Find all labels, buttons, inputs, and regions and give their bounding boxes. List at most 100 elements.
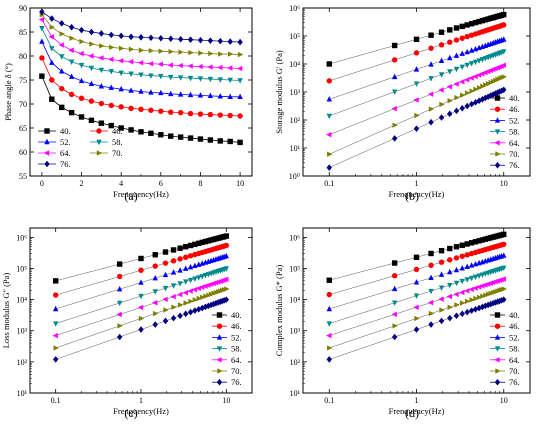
data-point xyxy=(59,104,65,111)
data-point xyxy=(236,65,243,72)
y-tick-label: 90 xyxy=(19,4,27,13)
series-64 xyxy=(326,276,506,339)
data-point xyxy=(453,266,460,273)
y-axis-title: Loss modulus G" (Pa) xyxy=(1,273,11,349)
data-point xyxy=(148,73,154,79)
legend-marker xyxy=(494,106,501,112)
data-point xyxy=(182,289,188,296)
data-point xyxy=(227,38,233,45)
data-point xyxy=(177,35,184,43)
data-point xyxy=(170,283,177,289)
legend-marker xyxy=(494,334,501,340)
y-axis-title: Phase angle δ (°) xyxy=(3,63,13,121)
data-point xyxy=(480,293,486,299)
data-point xyxy=(138,326,144,333)
data-point xyxy=(108,84,114,90)
data-point xyxy=(167,62,173,68)
data-point xyxy=(464,277,470,283)
data-point xyxy=(464,102,470,110)
data-point xyxy=(326,277,332,283)
data-point xyxy=(476,273,482,279)
data-point xyxy=(446,84,452,90)
y-tick-label: 70 xyxy=(19,100,27,109)
data-point xyxy=(326,113,332,120)
data-point xyxy=(217,93,223,99)
data-point xyxy=(476,58,482,64)
series-70 xyxy=(327,74,507,157)
data-point xyxy=(98,55,104,61)
data-point xyxy=(117,323,123,329)
legend-label: 52. xyxy=(509,115,520,125)
y-tick-label: 10³ xyxy=(290,327,301,336)
data-point xyxy=(99,43,105,49)
legend-item-46: 46. xyxy=(90,126,123,136)
data-point xyxy=(78,50,84,57)
legend-item-64: 64. xyxy=(490,138,520,148)
data-point xyxy=(197,111,204,117)
legend-label: 76. xyxy=(509,377,520,387)
data-point xyxy=(157,61,164,67)
legend-label: 64. xyxy=(60,148,71,158)
data-point xyxy=(168,74,174,81)
data-point xyxy=(187,308,194,316)
legend-item-58: 58. xyxy=(490,127,520,137)
data-point xyxy=(447,69,453,75)
data-point xyxy=(138,88,144,94)
legend-item-52: 52. xyxy=(490,115,520,125)
data-point xyxy=(464,241,470,247)
y-tick-label: 10⁶ xyxy=(289,233,300,242)
data-point xyxy=(473,295,479,302)
data-point xyxy=(483,292,489,298)
legend-item-40: 40. xyxy=(38,126,71,136)
data-point xyxy=(88,117,95,124)
legend-item-70: 70. xyxy=(490,149,520,159)
legend-label: 58. xyxy=(509,127,520,137)
data-point xyxy=(202,273,209,279)
x-axis-title: Frenquency(Hz) xyxy=(389,189,445,199)
data-point xyxy=(203,293,209,299)
legend-label: 76. xyxy=(231,377,242,387)
series-52 xyxy=(52,252,230,312)
x-tick-label: 10 xyxy=(500,179,508,188)
legend-label: 40. xyxy=(509,93,520,103)
data-point xyxy=(68,73,75,79)
data-point xyxy=(464,62,470,69)
data-point xyxy=(391,135,398,142)
data-point xyxy=(118,85,124,92)
x-tick-label: 0.1 xyxy=(51,396,61,405)
plot-frame xyxy=(29,227,253,394)
data-point xyxy=(453,66,460,73)
data-point xyxy=(39,38,45,44)
data-point xyxy=(108,56,114,63)
data-point xyxy=(187,242,194,249)
y-tick-label: 80 xyxy=(19,52,27,61)
data-point xyxy=(152,321,158,328)
legend-label: 58. xyxy=(509,344,520,354)
data-point xyxy=(192,241,198,248)
data-point xyxy=(237,38,243,46)
data-point xyxy=(171,304,177,310)
data-point xyxy=(197,92,204,98)
legend-marker xyxy=(44,160,50,168)
data-point xyxy=(128,33,134,41)
data-point xyxy=(52,278,59,284)
data-point xyxy=(152,300,158,306)
data-point xyxy=(438,42,445,48)
data-point xyxy=(480,83,486,89)
data-point xyxy=(187,253,194,259)
data-point xyxy=(168,48,174,55)
data-point xyxy=(79,38,85,45)
data-point xyxy=(438,271,445,277)
data-point xyxy=(501,11,507,18)
y-tick-label: 10¹ xyxy=(17,389,28,398)
legend-marker xyxy=(494,323,501,329)
panel-label: (b) xyxy=(405,189,419,203)
data-point xyxy=(464,22,470,28)
data-point xyxy=(459,253,465,259)
data-point xyxy=(453,312,460,320)
data-point xyxy=(459,265,465,271)
data-point xyxy=(391,42,398,49)
data-point xyxy=(447,54,453,61)
legend: 40. 46. 52. 58. 64. 70. 76. xyxy=(38,126,123,169)
x-tick-label: 0.1 xyxy=(324,396,334,405)
